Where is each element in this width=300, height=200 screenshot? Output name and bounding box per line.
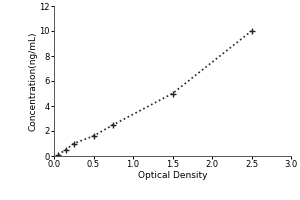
Y-axis label: Concentration(ng/mL): Concentration(ng/mL) [29,31,38,131]
X-axis label: Optical Density: Optical Density [138,171,207,180]
